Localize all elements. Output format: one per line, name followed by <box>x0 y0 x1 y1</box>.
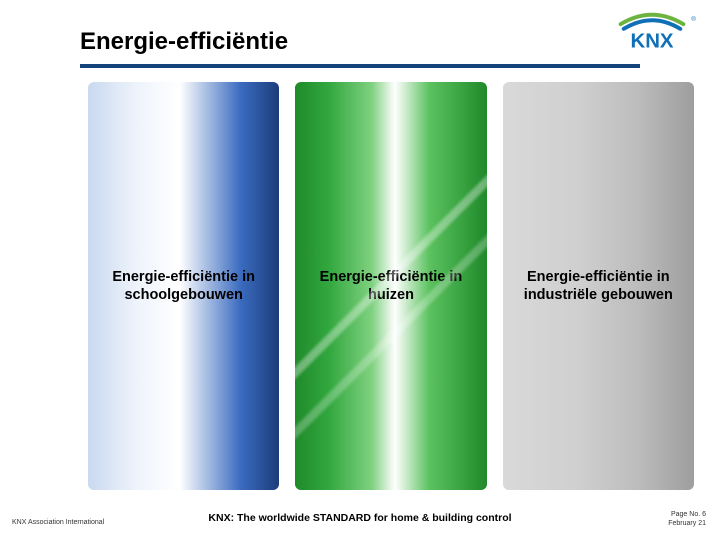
panel-label: Energie-efficiëntie in schoolgebouwen <box>98 268 269 304</box>
title-underline <box>80 64 640 68</box>
panel-schools: Energie-efficiëntie in schoolgebouwen <box>88 82 279 490</box>
svg-text:®: ® <box>691 15 696 23</box>
footer-right: Page No. 6 February 21 <box>668 511 706 528</box>
footer-center: KNX: The worldwide STANDARD for home & b… <box>0 512 720 524</box>
panel-label: Energie-efficiëntie in huizen <box>305 268 476 304</box>
slide: KNX ® Energie-efficiëntie Energie-effici… <box>0 0 720 540</box>
panel-industrial: Energie-efficiëntie in industriële gebou… <box>503 82 694 490</box>
footer-date: February 21 <box>668 520 706 528</box>
page-number: Page No. 6 <box>668 511 706 519</box>
page-title: Energie-efficiëntie <box>80 28 680 56</box>
panel-row: Energie-efficiëntie in schoolgebouwen En… <box>88 82 694 490</box>
panel-homes: Energie-efficiëntie in huizen <box>295 82 486 490</box>
panel-label: Energie-efficiëntie in industriële gebou… <box>513 268 684 304</box>
footer: KNX Association International KNX: The w… <box>0 500 720 530</box>
header: Energie-efficiëntie <box>80 28 680 68</box>
